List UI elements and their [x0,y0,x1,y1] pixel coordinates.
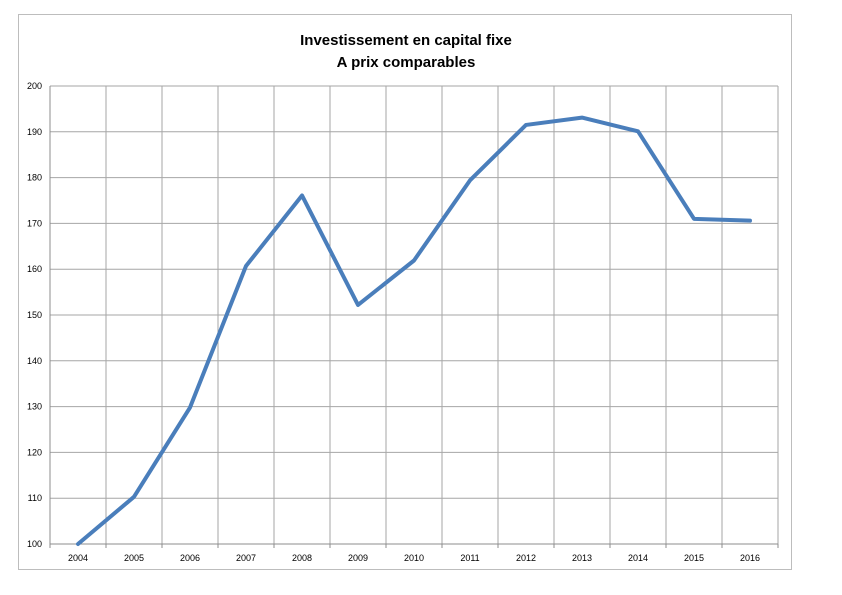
chart-title-line-1: Investissement en capital fixe [300,32,512,49]
x-tick-label: 2006 [180,553,200,563]
x-tick-label: 2012 [516,553,536,563]
y-tick-label: 190 [27,127,42,137]
y-tick-label: 160 [27,264,42,274]
x-tick-label: 2013 [572,553,592,563]
y-tick-label: 180 [27,173,42,183]
y-tick-label: 110 [28,493,42,503]
x-tick-label: 2010 [404,553,424,563]
x-tick-label: 2011 [460,553,479,563]
chart-title: Investissement en capital fixe A prix co… [0,30,812,74]
x-tick-label: 2004 [68,553,88,563]
x-tick-label: 2014 [628,553,648,563]
x-tick-label: 2015 [684,553,704,563]
chart-area [18,14,792,570]
y-tick-label: 130 [27,402,42,412]
x-tick-label: 2007 [236,553,256,563]
y-tick-label: 200 [27,81,42,91]
x-tick-label: 2016 [740,553,760,563]
y-tick-label: 120 [27,447,42,457]
x-tick-label: 2005 [124,553,144,563]
y-tick-label: 150 [27,310,42,320]
y-tick-label: 140 [27,356,42,366]
x-tick-label: 2008 [292,553,312,563]
y-tick-label: 100 [27,539,42,549]
chart-title-line-2: A prix comparables [336,54,476,71]
x-tick-label: 2009 [348,553,368,563]
y-tick-label: 170 [27,218,42,228]
series-line [76,115,752,546]
